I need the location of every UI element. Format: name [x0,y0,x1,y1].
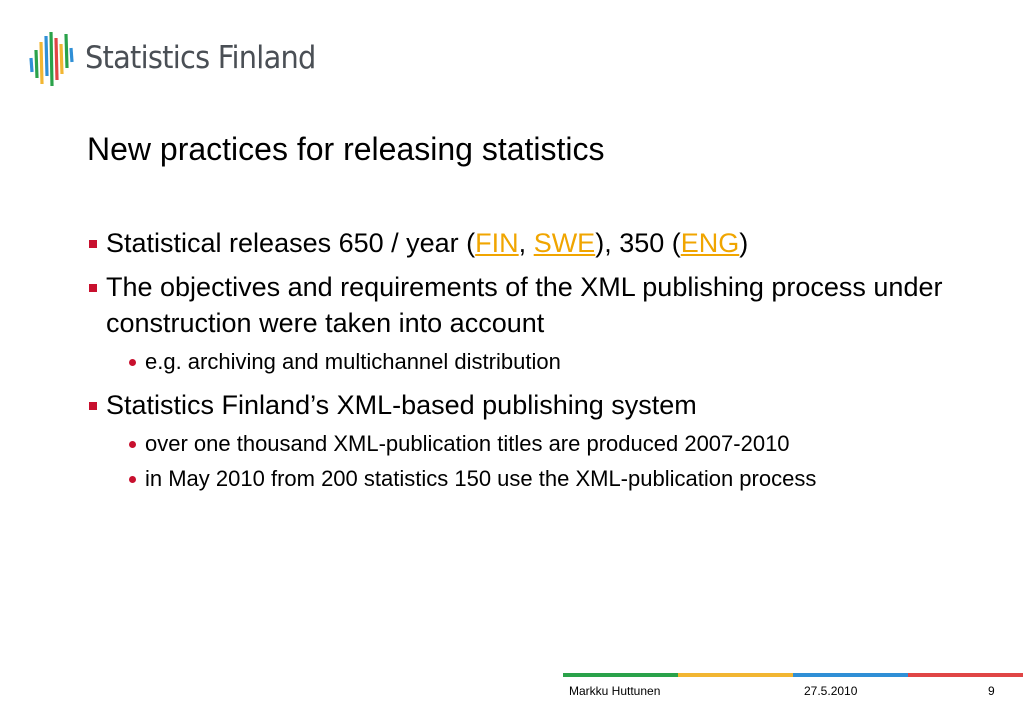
link-eng[interactable]: ENG [680,228,740,258]
sub-bullet-may-2010: in May 2010 from 200 statistics 150 use … [87,464,1007,494]
round-bullet-icon [129,441,136,448]
footer-bar-yellow [678,673,793,677]
bullet-text: Statistical releases 650 / year ( [106,228,476,258]
round-bullet-icon [129,359,136,366]
bullet-text: Statistics Finland’s XML-based publishin… [106,390,697,420]
footer-bar-blue [793,673,908,677]
sub-bullet-text: in May 2010 from 200 statistics 150 use … [145,466,817,491]
square-bullet-icon [89,284,97,292]
bullet-statistical-releases: Statistical releases 650 / year (FIN, SW… [87,225,1007,261]
link-swe[interactable]: SWE [533,228,596,258]
sub-bullet-archiving: e.g. archiving and multichannel distribu… [87,347,1007,377]
footer-page-number: 9 [988,684,995,698]
statistics-finland-logo-mark-icon [29,31,74,87]
statistics-finland-logo: Statistics Finland [28,28,333,88]
bullet-xml-publishing-system: Statistics Finland’s XML-based publishin… [87,387,1007,423]
bullet-objectives: The objectives and requirements of the X… [87,269,1007,341]
footer-bar-green [563,673,678,677]
footer-author: Markku Huttunen [569,684,661,698]
logo-wordmark: Statistics Finland [85,40,316,76]
footer-bar-red [908,673,1023,677]
sub-bullet-text: e.g. archiving and multichannel distribu… [145,349,561,374]
bullet-text-separator: , [518,228,534,258]
bullet-text: The objectives and requirements of the X… [106,272,943,338]
slide-title: New practices for releasing statistics [87,131,605,167]
round-bullet-icon [129,476,136,483]
bullet-text-end: ) [739,228,749,258]
square-bullet-icon [89,240,97,248]
link-fin[interactable]: FIN [475,228,519,258]
square-bullet-icon [89,402,97,410]
footer-date: 27.5.2010 [804,684,858,698]
sub-bullet-text: over one thousand XML-publication titles… [145,431,790,456]
bullet-text-middle: ), 350 ( [595,228,681,258]
sub-bullet-publication-titles: over one thousand XML-publication titles… [87,429,1007,459]
footer-color-bar [563,673,1023,677]
slide-body: Statistical releases 650 / year (FIN, SW… [87,225,1007,501]
